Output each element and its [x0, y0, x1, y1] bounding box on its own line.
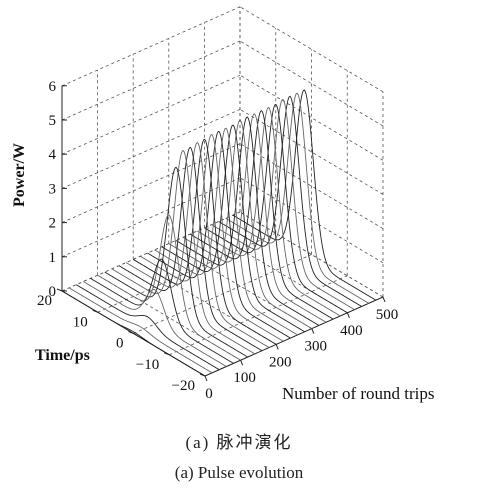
- x-tick-label: 300: [305, 339, 328, 355]
- grid-line: [239, 143, 384, 229]
- grid-line: [61, 143, 241, 223]
- y-tick: [56, 288, 63, 292]
- pulse-trace: [218, 95, 362, 307]
- grid-line: [61, 74, 241, 155]
- pulse-trace: [225, 92, 369, 304]
- pulse-trace: [147, 130, 291, 339]
- grid: [61, 6, 384, 377]
- pulse-traces: [61, 89, 377, 377]
- pulse-trace: [161, 124, 305, 333]
- grid-line: [61, 40, 241, 121]
- x-tick-label: 200: [269, 354, 292, 370]
- x-tick: [204, 375, 208, 382]
- pulse-trace: [90, 258, 234, 364]
- grid-line: [239, 40, 384, 127]
- pulse-trace: [140, 134, 284, 342]
- z-tick-label: 6: [49, 79, 57, 95]
- x-tick-label: 400: [340, 323, 363, 339]
- x-tick-label: 100: [233, 370, 256, 386]
- pulse-trace: [204, 103, 348, 314]
- pulse-trace: [232, 89, 377, 301]
- grid-line: [239, 211, 384, 298]
- y-tick-label: 20: [37, 293, 52, 309]
- x-tick: [311, 328, 315, 334]
- pulse-trace: [197, 107, 341, 317]
- grid-line: [61, 211, 241, 292]
- pulse-trace: [83, 281, 227, 367]
- x-tick: [382, 296, 386, 303]
- grid-line: [239, 109, 384, 195]
- y-tick: [128, 331, 134, 334]
- pulse-trace: [118, 146, 263, 352]
- y-tick-label: 10: [73, 314, 88, 330]
- x-axis-label: Number of round trips: [282, 384, 435, 403]
- z-tick-label: 0: [49, 284, 57, 300]
- axes-box: [56, 85, 386, 382]
- y-tick-label: −10: [136, 357, 159, 373]
- z-tick-label: 2: [49, 216, 57, 232]
- z-tick-label: 4: [49, 147, 57, 163]
- pulse-trace: [211, 99, 355, 311]
- caption-english: (a) Pulse evolution: [174, 463, 304, 482]
- z-tick-label: 3: [49, 181, 57, 197]
- x-tick-label: 0: [205, 386, 213, 402]
- x-tick: [275, 344, 279, 350]
- pulse-trace: [182, 113, 327, 323]
- grid-line: [61, 109, 241, 189]
- grid-line: [61, 6, 241, 87]
- y-tick-label: 0: [116, 336, 124, 352]
- grid-line: [133, 254, 312, 334]
- pulse-trace: [168, 119, 313, 329]
- y-tick-label: −20: [172, 378, 195, 394]
- pulse-trace: [125, 142, 270, 348]
- x-tick-label: 500: [376, 307, 399, 323]
- x-axis-line: [204, 296, 384, 377]
- z-tick-label: 1: [49, 250, 57, 266]
- pulse-trace: [104, 166, 248, 358]
- pulse-trace: [61, 290, 206, 377]
- grid-line: [169, 275, 348, 356]
- x-tick: [240, 360, 244, 366]
- pulse-trace: [76, 284, 220, 371]
- pulse-trace: [189, 110, 334, 320]
- caption-chinese: (a) 脉冲演化: [185, 433, 293, 452]
- y-axis-label: Time/ps: [35, 347, 90, 364]
- pulse-trace: [132, 138, 277, 345]
- grid-line: [239, 6, 384, 93]
- grid-line: [239, 74, 384, 161]
- pulse-trace: [175, 116, 320, 326]
- z-tick-label: 5: [49, 113, 57, 129]
- pulse-trace: [68, 287, 213, 374]
- x-tick: [346, 312, 350, 318]
- grid-line: [97, 232, 276, 313]
- z-axis-label: Power/W: [11, 143, 28, 207]
- grid-line: [61, 177, 241, 258]
- pulse-trace: [111, 150, 256, 355]
- pulse-trace: [97, 214, 241, 361]
